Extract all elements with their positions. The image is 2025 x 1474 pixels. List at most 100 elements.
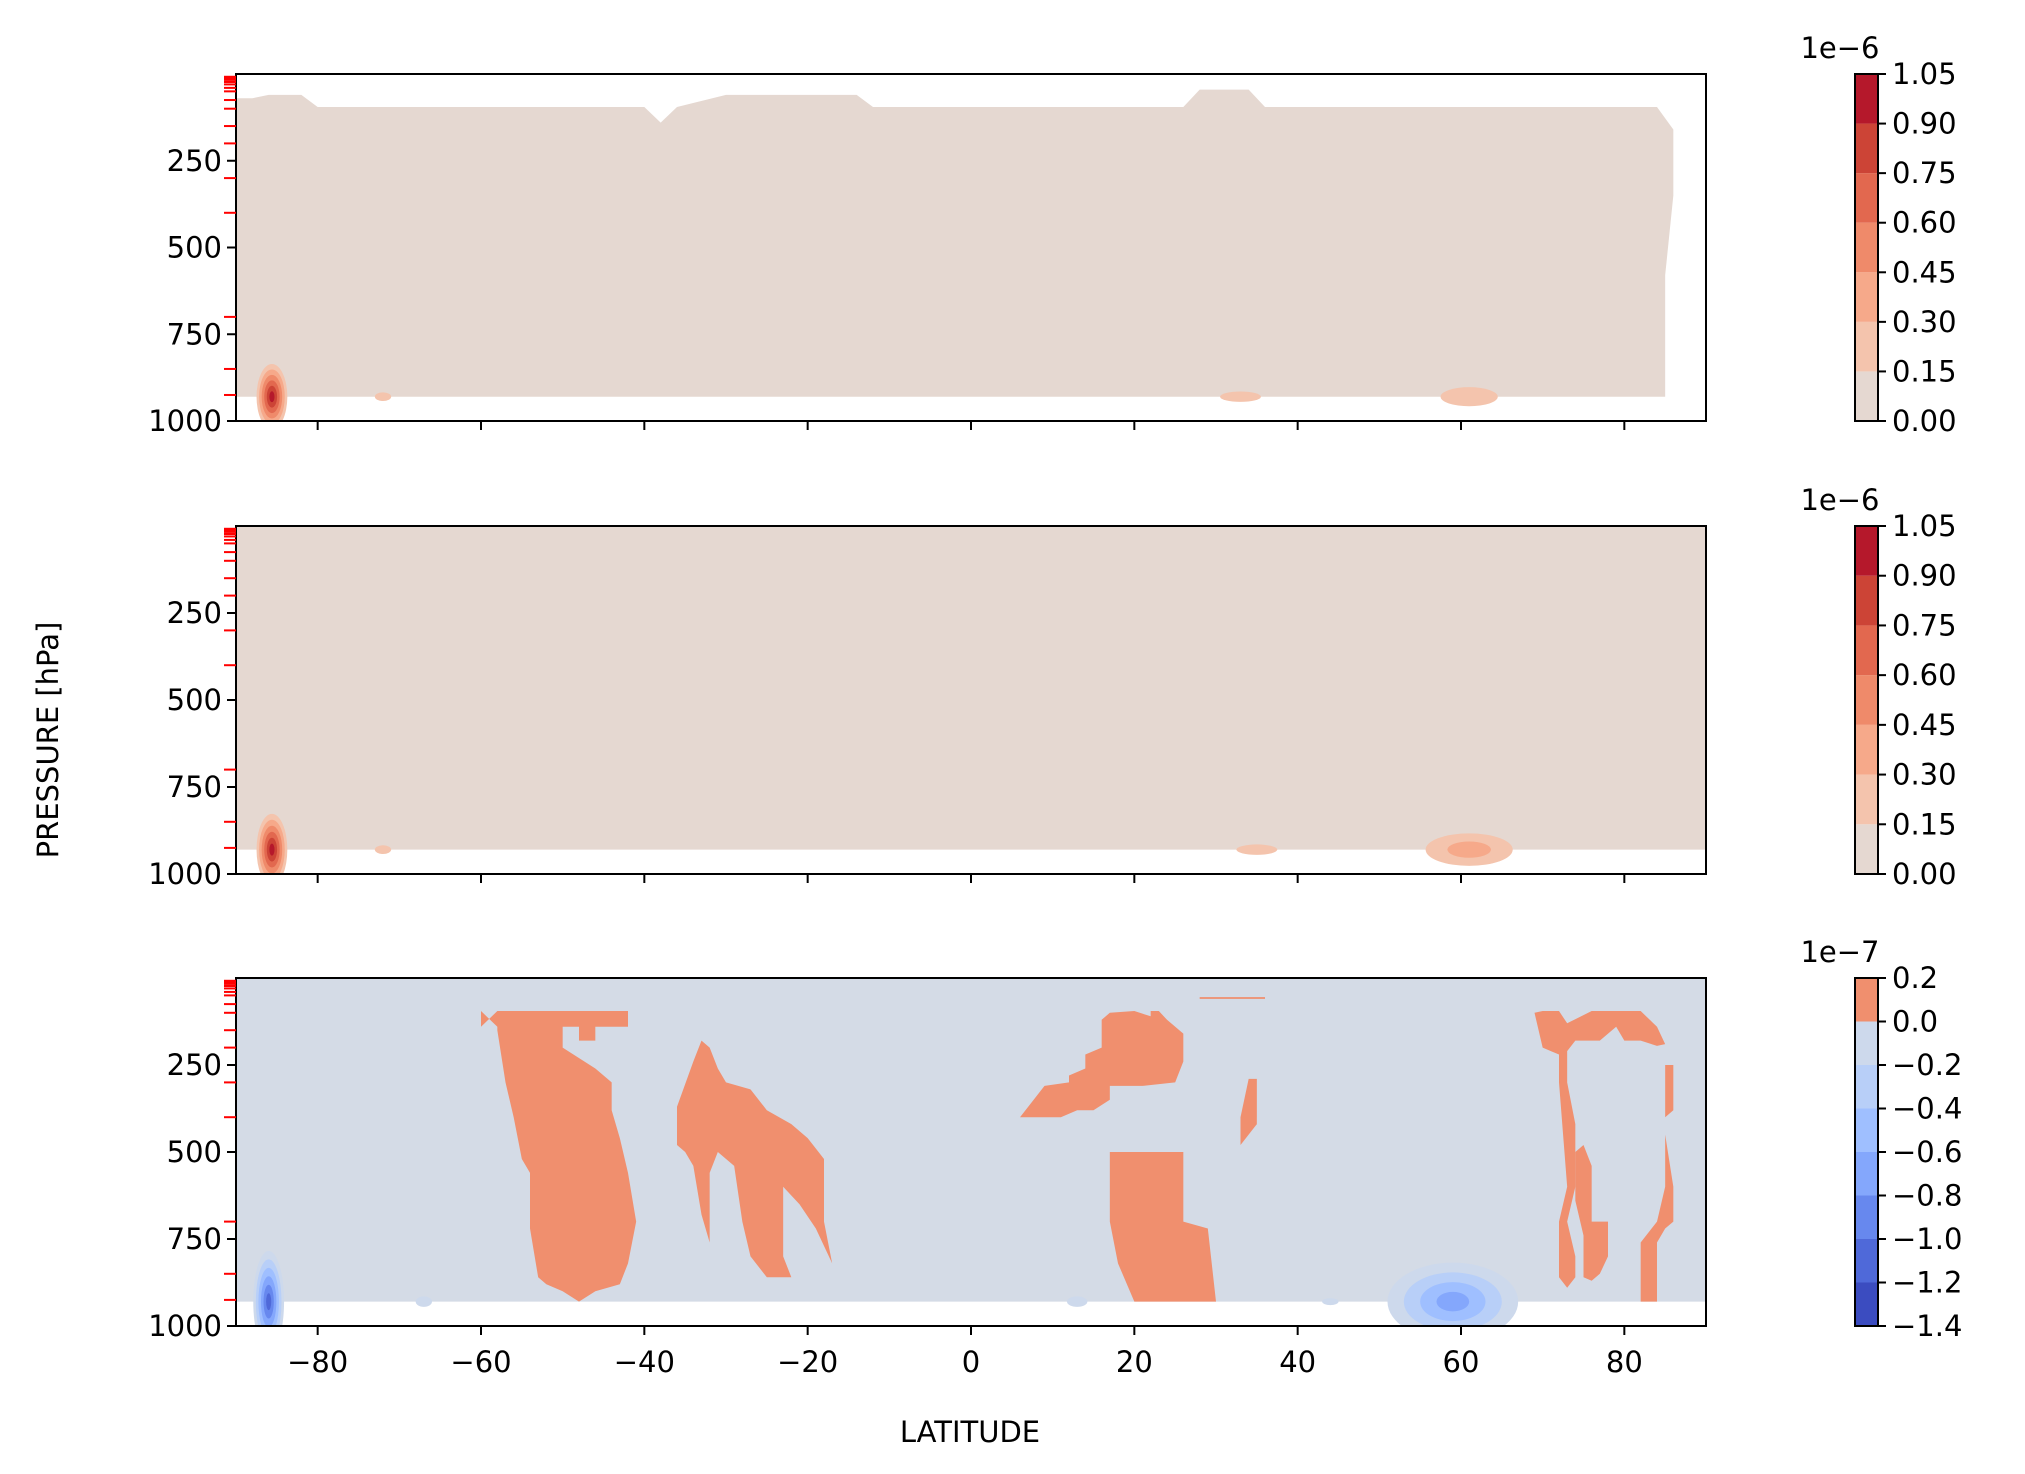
colorbar-tick-label: 0.00 — [1892, 404, 1957, 438]
colorbar: 0.00 0.15 0.30 0.45 0.60 0.75 0.90 1.05 1e−6 — [1800, 483, 1956, 891]
colorbar-tick-label: 0.15 — [1892, 354, 1957, 388]
colorbar-tick-label: −0.8 — [1892, 1179, 1962, 1213]
colorbar-tick-label: 0.30 — [1892, 305, 1957, 339]
colorbar-tick-label: 0.90 — [1892, 107, 1957, 141]
contour-fill-level — [269, 391, 275, 403]
colorbar-segment — [1855, 774, 1878, 825]
colorbar-tick-label: 0.30 — [1892, 758, 1957, 792]
colorbar-tick-label: 1.05 — [1892, 509, 1957, 543]
colorbar-offset-label: 1e−6 — [1800, 31, 1879, 65]
colorbar: −1.4 −1.2 −1.0 −0.8 −0.6 −0.4 −0.2 0.0 0.2 1e−7 — [1800, 935, 1962, 1343]
colorbar-tick-label: 1.05 — [1892, 57, 1957, 91]
colorbar-segment — [1855, 1021, 1878, 1065]
contour-fill-negative — [1322, 1298, 1339, 1306]
contour-fill-positive — [677, 1040, 833, 1278]
contour-fill-positive — [1109, 1152, 1216, 1302]
x-tick-label: −60 — [450, 1345, 511, 1379]
colorbar-tick-label: 0.2 — [1892, 961, 1938, 995]
x-tick-label: 40 — [1279, 1345, 1316, 1379]
contour-fill-level — [374, 845, 392, 854]
y-tick-label: 1000 — [148, 857, 222, 891]
contour-fill-positive — [1640, 1065, 1674, 1302]
colorbar-tick-label: −0.4 — [1892, 1092, 1962, 1126]
colorbar-tick-label: 0.15 — [1892, 807, 1957, 841]
colorbar-segment — [1855, 222, 1878, 273]
contour-fill-negative — [1066, 1296, 1088, 1307]
colorbar-tick-label: 0.45 — [1892, 255, 1957, 289]
contour-fill-level — [1447, 841, 1491, 858]
contour-fill-level — [1440, 387, 1498, 407]
panel-middle: 250 500 750 1000 0.00 0.15 0.30 0.45 0.60 0.75 0.9… — [148, 483, 1956, 891]
colorbar-segment — [1855, 1282, 1878, 1326]
colorbar-tick-label: 0.00 — [1892, 857, 1957, 891]
x-tick-label: −40 — [614, 1345, 675, 1379]
panel-top: 250 500 750 1000 0.00 0.15 0.30 0.45 0.60 0.75 0.9… — [148, 31, 1956, 438]
colorbar-tick-label: 0.60 — [1892, 658, 1957, 692]
colorbar-segment — [1855, 272, 1878, 322]
colorbar-segment — [1855, 1152, 1878, 1196]
colorbar-segment — [1855, 123, 1878, 174]
colorbar-segment — [1855, 1239, 1878, 1283]
colorbar-segment — [1855, 824, 1878, 874]
colorbar-segment — [1855, 978, 1878, 1022]
contour-fill-level — [1236, 844, 1278, 855]
colorbar-segment — [1855, 1065, 1878, 1109]
colorbar-tick-label: 0.90 — [1892, 559, 1957, 593]
colorbar-segment — [1855, 724, 1878, 775]
x-tick-label: 60 — [1443, 1345, 1480, 1379]
y-tick-label: 250 — [167, 1048, 222, 1082]
colorbar-tick-label: 0.75 — [1892, 156, 1957, 190]
colorbar-tick-label: −1.4 — [1892, 1309, 1962, 1343]
colorbar-tick-label: 0.60 — [1892, 206, 1957, 240]
x-tick-label: −80 — [287, 1345, 348, 1379]
contour-fill-base — [236, 978, 1706, 1302]
colorbar-tick-label: 0.45 — [1892, 708, 1957, 742]
colorbar-tick-label: −1.2 — [1892, 1266, 1962, 1300]
x-axis-label: LATITUDE — [900, 1415, 1040, 1449]
x-tick-label: −20 — [777, 1345, 838, 1379]
contour-fill-negative — [266, 1293, 272, 1311]
colorbar-segment — [1855, 1108, 1878, 1152]
colorbar-segment — [1855, 1195, 1878, 1239]
colorbar: 0.00 0.15 0.30 0.45 0.60 0.75 0.90 1.05 1e−6 — [1800, 31, 1956, 438]
y-tick-label: 1000 — [148, 1309, 222, 1343]
contour-fill-positive — [1534, 1011, 1666, 1288]
colorbar-frame — [1854, 525, 1879, 875]
colorbar-segment — [1855, 74, 1878, 124]
colorbar-segment — [1855, 371, 1878, 421]
y-tick-label: 500 — [167, 231, 222, 265]
colorbar-segment — [1855, 173, 1878, 223]
colorbar-tick-label: 0.0 — [1892, 1005, 1938, 1039]
y-tick-label: 250 — [167, 144, 222, 178]
contour-fill-negative — [1436, 1291, 1470, 1312]
contour-fill-positive — [1240, 1078, 1257, 1146]
contour-fill-level — [269, 843, 275, 856]
colorbar-offset-label: 1e−7 — [1800, 935, 1879, 969]
contour-fill-level — [374, 392, 392, 402]
colorbar-tick-label: −1.0 — [1892, 1222, 1962, 1256]
contour-plot — [236, 526, 1706, 874]
panel-bottom: 250 500 750 1000 −80 −60 −40 −20 0 20 40 60 80 −1.4 −1… — [148, 935, 1962, 1379]
y-tick-label: 500 — [167, 1135, 222, 1169]
y-tick-label: 500 — [167, 683, 222, 717]
y-axis-label: PRESSURE [hPa] — [31, 622, 65, 859]
y-tick-label: 750 — [167, 1222, 222, 1256]
contour-fill-base — [236, 89, 1674, 397]
x-tick-label: 20 — [1116, 1345, 1153, 1379]
colorbar-frame — [1854, 73, 1879, 422]
contour-fill-level — [1220, 391, 1261, 402]
colorbar-segment — [1855, 625, 1878, 676]
colorbar-tick-label: 0.75 — [1892, 608, 1957, 642]
colorbar-tick-label: −0.2 — [1892, 1048, 1962, 1082]
contour-fill-positive — [481, 1011, 637, 1302]
y-tick-label: 750 — [167, 770, 222, 804]
y-tick-label: 750 — [167, 317, 222, 351]
colorbar-offset-label: 1e−6 — [1800, 483, 1879, 517]
colorbar-segment — [1855, 526, 1878, 576]
contour-fill-positive — [1199, 997, 1265, 999]
contour-fill-base — [236, 526, 1706, 850]
y-tick-label: 250 — [167, 596, 222, 630]
contour-fill-positive — [1575, 1145, 1608, 1281]
x-tick-label: 80 — [1606, 1345, 1643, 1379]
x-tick-label: 0 — [962, 1345, 980, 1379]
